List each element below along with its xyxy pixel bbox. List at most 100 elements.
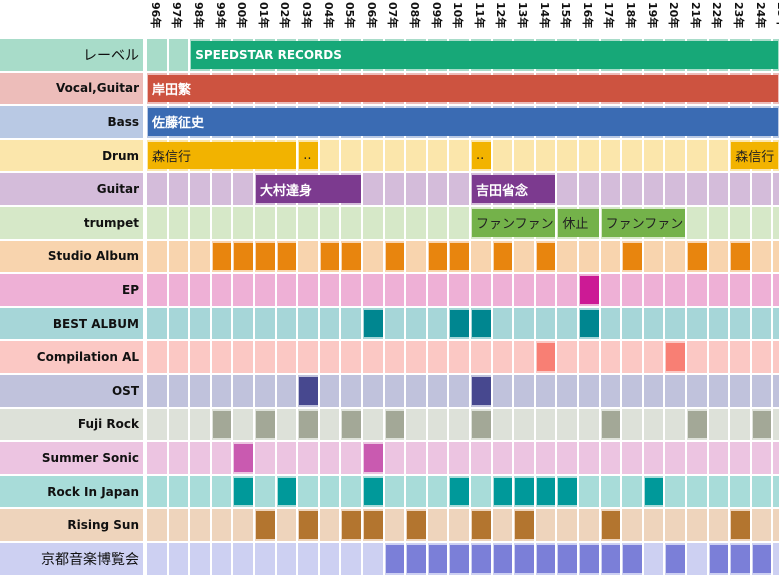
grid-cell <box>341 307 363 340</box>
release-mark <box>342 511 361 539</box>
grid-cell <box>751 442 774 474</box>
grid-cell <box>708 375 731 407</box>
row-label: EP <box>0 274 143 306</box>
grid-cell <box>773 408 779 441</box>
grid-cell <box>643 173 666 205</box>
grid-cell <box>276 207 299 239</box>
grid-cell <box>147 240 169 273</box>
grid-cell <box>384 207 407 239</box>
grid-cell <box>255 341 277 373</box>
year-tick-text: 99年 <box>213 2 227 29</box>
release-mark <box>515 511 534 539</box>
release-mark <box>580 309 599 338</box>
timeline-row: Studio Album <box>0 240 779 273</box>
grid-cell <box>168 307 191 340</box>
row-label: OST <box>0 375 143 407</box>
grid-cell <box>147 442 169 474</box>
year-tick-text: 18年 <box>624 2 637 29</box>
grid-cell <box>298 207 320 239</box>
release-mark <box>536 343 556 371</box>
grid-cell <box>363 274 385 306</box>
grid-cell <box>211 475 234 508</box>
release-mark <box>666 343 685 371</box>
grid-cell <box>687 173 709 205</box>
grid-cell <box>211 543 234 575</box>
grid-cell <box>211 442 234 474</box>
grid-cell <box>600 173 623 205</box>
grid-cell <box>384 139 407 172</box>
row-label: Compilation AL <box>0 341 143 373</box>
grid-cell <box>211 509 234 541</box>
timeline-row: Vocal,Guitar 岸田繁 <box>0 72 779 105</box>
grid-cell <box>319 543 342 575</box>
grid-cell <box>298 240 320 273</box>
grid-cell <box>427 375 450 407</box>
release-mark <box>688 410 707 439</box>
member-bar: ファンファン <box>472 209 556 237</box>
grid-cell <box>168 375 191 407</box>
grid-cell <box>687 375 709 407</box>
grid-cell <box>665 375 687 407</box>
grid-cell <box>168 543 191 575</box>
grid-cell <box>341 375 363 407</box>
year-tick-label: 20年 <box>667 0 685 36</box>
year-tick-text: 06年 <box>364 2 378 29</box>
grid-cell <box>579 240 601 273</box>
grid-cell <box>427 475 450 508</box>
member-bar: 佐藤征史 <box>148 108 778 136</box>
grid-cell <box>579 375 601 407</box>
grid-cell <box>363 408 385 441</box>
grid-cell <box>773 475 779 508</box>
grid-cell <box>363 543 385 575</box>
grid-cell <box>168 240 191 273</box>
grid-cell <box>341 341 363 373</box>
grid-cell <box>471 274 493 306</box>
member-bar: 吉田省念 <box>472 175 556 203</box>
release-mark <box>580 545 599 573</box>
grid-cell <box>298 307 320 340</box>
year-tick-text: 17年 <box>602 2 616 29</box>
grid-cell <box>557 139 579 172</box>
grid-cell <box>319 274 342 306</box>
grid-cell <box>211 307 234 340</box>
grid-cell <box>514 408 536 441</box>
year-tick-label: 01年 <box>257 0 275 36</box>
grid-cell <box>363 173 385 205</box>
grid-cell <box>190 543 212 575</box>
grid-cell <box>579 139 601 172</box>
grid-cell <box>622 442 644 474</box>
year-tick-label: 17年 <box>602 0 620 36</box>
grid-cell <box>514 274 536 306</box>
year-tick-label: 25年 <box>775 0 779 36</box>
row-label: Drum <box>0 139 143 172</box>
grid-cell <box>406 139 428 172</box>
release-mark <box>385 545 405 573</box>
grid-cell <box>665 475 687 508</box>
year-tick-label: 18年 <box>624 0 642 36</box>
grid-cell <box>406 442 428 474</box>
year-tick-text: 08年 <box>408 2 421 29</box>
grid-cell <box>427 307 450 340</box>
grid-cell <box>255 307 277 340</box>
year-tick-label: 10年 <box>451 0 469 36</box>
grid-cell <box>406 240 428 273</box>
grid-cell <box>168 39 191 71</box>
grid-cell <box>708 139 731 172</box>
grid-cell <box>622 375 644 407</box>
release-mark <box>601 545 621 573</box>
grid-cell <box>492 375 515 407</box>
timeline-row: Rising Sun <box>0 509 779 541</box>
grid-cell <box>276 408 299 441</box>
grid-cell <box>341 139 363 172</box>
grid-cell <box>622 307 644 340</box>
grid-cell <box>298 442 320 474</box>
grid-cell <box>600 274 623 306</box>
grid-cell <box>449 274 471 306</box>
grid-cell <box>708 240 731 273</box>
grid-cell <box>492 341 515 373</box>
grid-cell <box>363 375 385 407</box>
release-mark <box>731 242 750 271</box>
grid-cell <box>168 274 191 306</box>
timeline-row: Guitar 大村達身 吉田省念 <box>0 173 779 205</box>
